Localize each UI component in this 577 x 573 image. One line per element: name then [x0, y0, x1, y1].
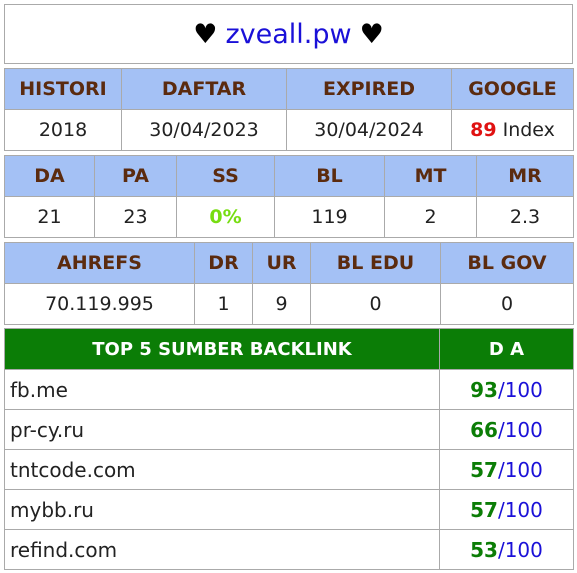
header-histori: HISTORI [4, 68, 122, 110]
header-da: DA [4, 155, 95, 197]
table-row: 21 23 0% 119 2 2.3 [4, 196, 574, 238]
value-pa: 23 [94, 196, 177, 238]
header-ur: UR [252, 242, 311, 284]
moz-metrics-table: DA PA SS BL MT MR 21 23 0% 119 2 2.3 [4, 155, 574, 238]
value-ahrefs: 70.119.995 [4, 283, 195, 325]
value-bl-edu: 0 [310, 283, 441, 325]
backlink-domain: fb.me [4, 369, 440, 410]
domain-title-box: ♥ zveall.pw ♥ [4, 4, 573, 64]
header-bl: BL [274, 155, 385, 197]
header-pa: PA [94, 155, 177, 197]
header-bl-gov: BL GOV [440, 242, 574, 284]
table-row: tntcode.com 57/100 [4, 449, 574, 490]
value-da: 21 [4, 196, 95, 238]
value-expired: 30/04/2024 [286, 109, 452, 151]
header-mt: MT [384, 155, 477, 197]
value-histori: 2018 [4, 109, 122, 151]
header-bl-edu: BL EDU [310, 242, 441, 284]
heart-icon-right: ♥ [359, 18, 384, 50]
backlink-score: 57/100 [439, 489, 574, 530]
value-google: 89 Index [451, 109, 574, 151]
table-row: 2018 30/04/2023 30/04/2024 89 Index [4, 109, 574, 151]
table-header-row: DA PA SS BL MT MR [4, 155, 574, 197]
backlink-score: 66/100 [439, 409, 574, 450]
backlink-domain: refind.com [4, 529, 440, 570]
value-daftar: 30/04/2023 [121, 109, 287, 151]
header-backlink-source: TOP 5 SUMBER BACKLINK [4, 328, 440, 370]
header-ahrefs: AHREFS [4, 242, 195, 284]
backlink-score: 57/100 [439, 449, 574, 490]
table-row: refind.com 53/100 [4, 529, 574, 570]
backlink-table: TOP 5 SUMBER BACKLINK D A fb.me 93/100 p… [4, 328, 574, 570]
backlink-domain: mybb.ru [4, 489, 440, 530]
backlink-score: 93/100 [439, 369, 574, 410]
value-ss: 0% [176, 196, 275, 238]
table-header-row: HISTORI DAFTAR EXPIRED GOOGLE [4, 68, 574, 110]
value-bl-gov: 0 [440, 283, 574, 325]
registration-table: HISTORI DAFTAR EXPIRED GOOGLE 2018 30/04… [4, 68, 574, 151]
backlink-score: 53/100 [439, 529, 574, 570]
backlink-domain: pr-cy.ru [4, 409, 440, 450]
header-google: GOOGLE [451, 68, 574, 110]
table-row: mybb.ru 57/100 [4, 489, 574, 530]
table-header-row: AHREFS DR UR BL EDU BL GOV [4, 242, 574, 284]
table-header-row: TOP 5 SUMBER BACKLINK D A [4, 328, 574, 370]
header-dr: DR [194, 242, 253, 284]
header-mr: MR [476, 155, 574, 197]
google-index-label: Index [502, 119, 555, 141]
value-mt: 2 [384, 196, 477, 238]
value-dr: 1 [194, 283, 253, 325]
domain-name: zveall.pw [225, 18, 352, 50]
table-row: pr-cy.ru 66/100 [4, 409, 574, 450]
header-ss: SS [176, 155, 275, 197]
table-row: 70.119.995 1 9 0 0 [4, 283, 574, 325]
header-daftar: DAFTAR [121, 68, 287, 110]
value-bl: 119 [274, 196, 385, 238]
value-mr: 2.3 [476, 196, 574, 238]
heart-icon-left: ♥ [193, 18, 218, 50]
table-row: fb.me 93/100 [4, 369, 574, 410]
header-expired: EXPIRED [286, 68, 452, 110]
backlink-domain: tntcode.com [4, 449, 440, 490]
google-index-count: 89 [470, 119, 497, 141]
header-da-score: D A [439, 328, 574, 370]
ahrefs-metrics-table: AHREFS DR UR BL EDU BL GOV 70.119.995 1 … [4, 242, 574, 325]
value-ur: 9 [252, 283, 311, 325]
